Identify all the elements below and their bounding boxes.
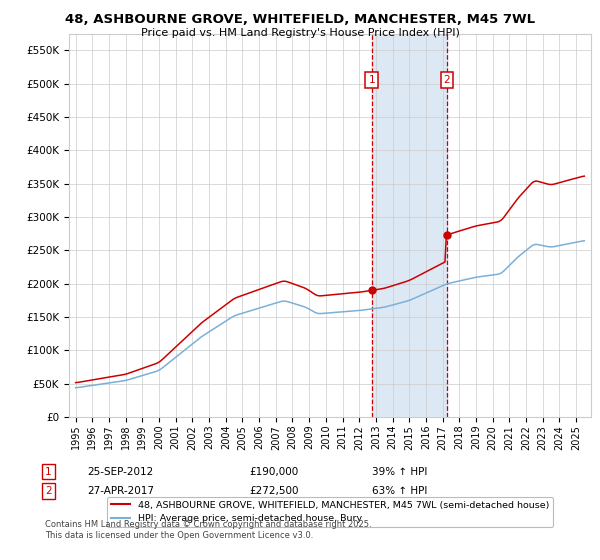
Text: Price paid vs. HM Land Registry's House Price Index (HPI): Price paid vs. HM Land Registry's House … (140, 28, 460, 38)
Text: £272,500: £272,500 (249, 486, 299, 496)
Bar (371, 34, 447, 417)
Text: 25-SEP-2012: 25-SEP-2012 (87, 466, 153, 477)
Text: £190,000: £190,000 (249, 466, 298, 477)
Text: 39% ↑ HPI: 39% ↑ HPI (372, 466, 427, 477)
Text: 2: 2 (45, 486, 52, 496)
Legend: 48, ASHBOURNE GROVE, WHITEFIELD, MANCHESTER, M45 7WL (semi-detached house), HPI:: 48, ASHBOURNE GROVE, WHITEFIELD, MANCHES… (107, 497, 553, 527)
Text: 1: 1 (45, 466, 52, 477)
Text: 48, ASHBOURNE GROVE, WHITEFIELD, MANCHESTER, M45 7WL: 48, ASHBOURNE GROVE, WHITEFIELD, MANCHES… (65, 13, 535, 26)
Text: 2: 2 (443, 75, 450, 85)
Text: 1: 1 (368, 75, 375, 85)
Text: 63% ↑ HPI: 63% ↑ HPI (372, 486, 427, 496)
Text: 27-APR-2017: 27-APR-2017 (87, 486, 154, 496)
Text: Contains HM Land Registry data © Crown copyright and database right 2025.
This d: Contains HM Land Registry data © Crown c… (45, 520, 371, 540)
